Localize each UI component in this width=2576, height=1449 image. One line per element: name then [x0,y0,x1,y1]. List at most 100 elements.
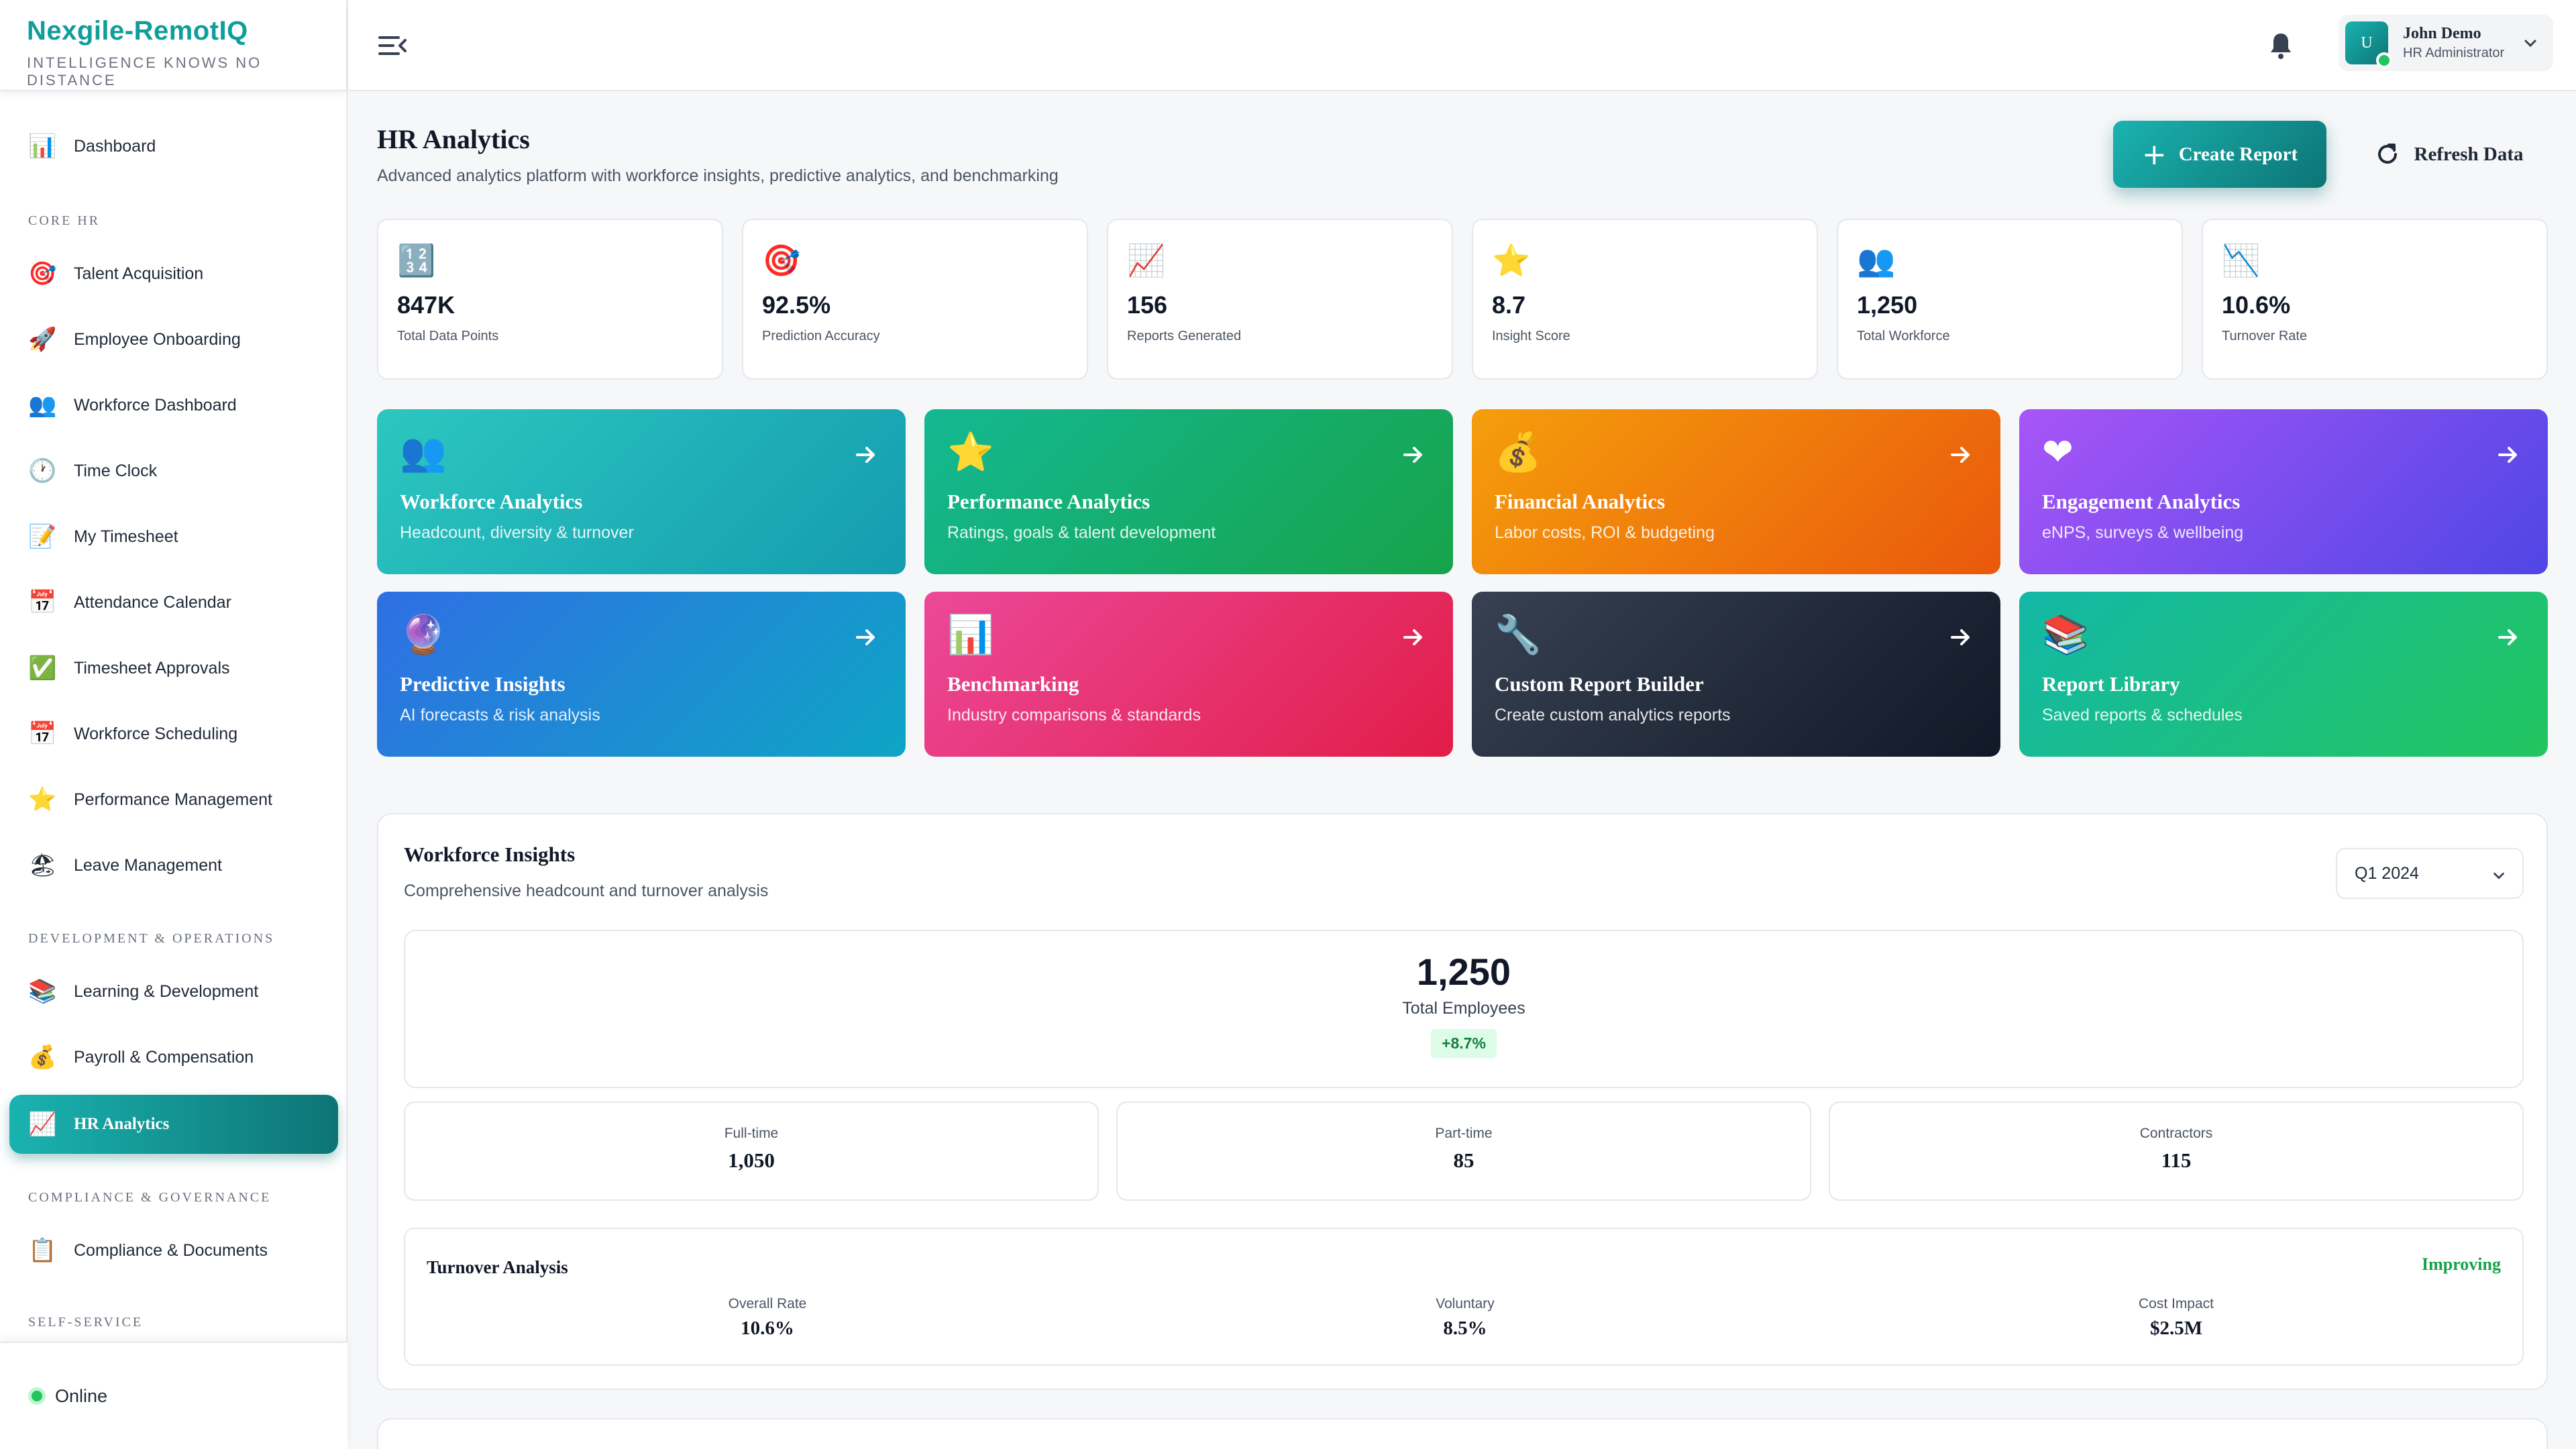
card-title: Engagement Analytics [2042,490,2241,513]
card-financial-analytics[interactable]: 💰 Financial Analytics Labor costs, ROI &… [1472,409,2000,574]
sidebar-item-label: Dashboard [74,136,156,156]
money-bag-icon: 💰 [1495,431,1542,474]
arrow-right-icon [1403,629,1422,645]
refresh-data-button[interactable]: Refresh Data [2361,121,2536,188]
sidebar-item-attendance-calendar[interactable]: 📅 Attendance Calendar [9,573,338,632]
books-icon: 📚 [2042,613,2089,657]
total-employees-value: 1,250 [1416,951,1511,993]
sidebar-item-compliance-documents[interactable]: 📋 Compliance & Documents [9,1221,338,1280]
panel-title: Workforce Insights [404,843,576,866]
sidebar-item-label: My Timesheet [74,527,178,546]
sidebar-item-dashboard[interactable]: 📊 Dashboard [9,117,338,176]
arrow-right-icon [2498,629,2517,645]
metric-label: Voluntary [1436,1296,1495,1311]
books-icon: 📚 [28,978,57,1005]
sidebar-item-label: Attendance Calendar [74,592,231,612]
arrow-right-icon [1951,447,1970,463]
user-name: John Demo [2403,25,2481,42]
card-description: Headcount, diversity & turnover [400,523,634,542]
bar-chart-icon: 📊 [947,613,994,657]
card-predictive-insights[interactable]: 🔮 Predictive Insights AI forecasts & ris… [377,592,906,757]
sidebar-item-label: Payroll & Compensation [74,1047,254,1067]
plus-icon: + [2141,137,2167,172]
people-icon: 👥 [400,431,447,474]
sidebar-item-performance-management[interactable]: ⭐ Performance Management [9,770,338,829]
sidebar-item-label: Workforce Dashboard [74,395,237,415]
sidebar-item-label: Leave Management [74,855,222,875]
sidebar-item-label: Time Clock [74,461,158,480]
stat-label: Turnover Rate [2222,329,2308,343]
section-compliance-governance: COMPLIANCE & GOVERNANCE [28,1190,272,1205]
menu-collapse-icon[interactable] [376,30,408,62]
heart-icon: ❤ [2042,431,2074,474]
page-title: HR Analytics [377,124,530,154]
turnover-metric-voluntary: Voluntary 8.5% [1331,1296,1599,1340]
sidebar-item-workforce-dashboard[interactable]: 👥 Workforce Dashboard [9,376,338,435]
card-description: Create custom analytics reports [1495,706,1731,724]
period-select[interactable]: Q1 2024 [2336,848,2524,899]
clock-icon: 🕐 [28,458,57,484]
card-engagement-analytics[interactable]: ❤ Engagement Analytics eNPS, surveys & w… [2019,409,2548,574]
memo-icon: 📝 [28,523,57,550]
sidebar-item-label: HR Analytics [74,1115,170,1133]
user-menu[interactable]: U John Demo HR Administrator [2339,15,2553,71]
card-description: Ratings, goals & talent development [947,523,1216,542]
create-report-button[interactable]: + Create Report [2113,121,2326,188]
panel-subtitle: Comprehensive headcount and turnover ana… [404,881,769,900]
sidebar-item-workforce-scheduling[interactable]: 📅 Workforce Scheduling [9,704,338,763]
card-workforce-analytics[interactable]: 👥 Workforce Analytics Headcount, diversi… [377,409,906,574]
sidebar-item-employee-onboarding[interactable]: 🚀 Employee Onboarding [9,310,338,369]
rocket-icon: 🚀 [28,326,57,353]
star-icon: ⭐ [1492,242,1531,278]
user-info: John Demo HR Administrator [2403,25,2504,61]
bell-icon[interactable] [2267,31,2294,60]
numbers-icon: 🔢 [397,242,436,278]
star-icon: ⭐ [28,786,57,813]
sidebar-item-payroll-compensation[interactable]: 💰 Payroll & Compensation [9,1028,338,1087]
target-icon: 🎯 [762,242,801,278]
brand-title: Nexgile-RemotIQ [27,16,248,46]
section-core-hr: CORE HR [28,213,101,228]
stat-label: Reports Generated [1127,329,1242,343]
breakdown-label: Contractors [2139,1126,2213,1141]
stat-card-data-points: 🔢 847K Total Data Points [377,219,723,380]
metric-label: Overall Rate [728,1296,807,1311]
turnover-analysis-box: Turnover Analysis Improving Overall Rate… [404,1228,2524,1366]
card-report-library[interactable]: 📚 Report Library Saved reports & schedul… [2019,592,2548,757]
card-benchmarking[interactable]: 📊 Benchmarking Industry comparisons & st… [924,592,1453,757]
status-label: Online [55,1385,108,1406]
refresh-data-label: Refresh Data [2414,143,2524,165]
sidebar-item-leave-management[interactable]: 🏖 Leave Management [9,836,338,895]
card-title: Report Library [2042,672,2180,696]
people-icon: 👥 [1857,242,1896,278]
crystal-ball-icon: 🔮 [400,613,447,657]
card-performance-analytics[interactable]: ⭐ Performance Analytics Ratings, goals &… [924,409,1453,574]
next-panel [377,1418,2548,1449]
stat-value: 8.7 [1492,291,1526,319]
card-title: Custom Report Builder [1495,672,1704,696]
calendar-icon: 📅 [28,720,57,747]
sidebar-item-talent-acquisition[interactable]: 🎯 Talent Acquisition [9,244,338,303]
brand-tagline: INTELLIGENCE KNOWS NO DISTANCE [27,54,262,89]
trend-down-icon: 📉 [2222,242,2261,278]
metric-value: $2.5M [2149,1318,2203,1339]
sidebar-item-label: Workforce Scheduling [74,724,238,743]
sidebar-item-time-clock[interactable]: 🕐 Time Clock [9,441,338,500]
sidebar-item-my-timesheet[interactable]: 📝 My Timesheet [9,507,338,566]
card-title: Benchmarking [947,672,1079,696]
sidebar: Nexgile-RemotIQ INTELLIGENCE KNOWS NO DI… [0,0,347,1449]
card-title: Performance Analytics [947,490,1150,513]
card-title: Predictive Insights [400,672,566,696]
top-bar: U John Demo HR Administrator [349,0,2576,91]
sidebar-item-learning-development[interactable]: 📚 Learning & Development [9,962,338,1021]
online-indicator [2376,52,2392,68]
money-bag-icon: 💰 [28,1044,57,1071]
sidebar-item-timesheet-approvals[interactable]: ✅ Timesheet Approvals [9,639,338,698]
brand: Nexgile-RemotIQ INTELLIGENCE KNOWS NO DI… [0,0,346,91]
stat-value: 92.5% [762,291,831,319]
stat-label: Total Workforce [1857,329,1950,343]
target-icon: 🎯 [28,260,57,287]
card-custom-report-builder[interactable]: 🔧 Custom Report Builder Create custom an… [1472,592,2000,757]
stat-value: 847K [397,291,455,319]
sidebar-item-hr-analytics[interactable]: 📈 HR Analytics [9,1095,338,1154]
